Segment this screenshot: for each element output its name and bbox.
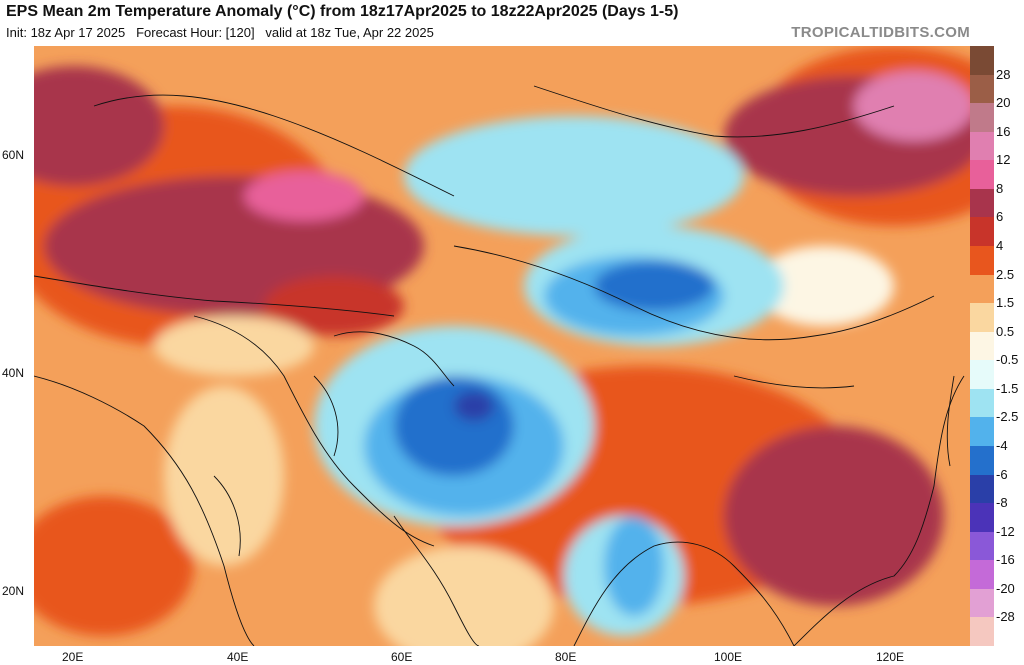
colorbar-swatch: [970, 617, 994, 647]
lon-label-80e: 80E: [555, 650, 577, 664]
colorbar-label: -20: [996, 580, 1015, 596]
colorbar-swatch: [970, 446, 994, 476]
colorbar-label: 2.5: [996, 266, 1015, 282]
colorbar-swatch: [970, 503, 994, 533]
colorbar-label: -8: [996, 495, 1008, 511]
colorbar-label: 12: [996, 152, 1011, 168]
colorbar-label: 20: [996, 95, 1011, 111]
colorbar-label: 6: [996, 209, 1004, 225]
colorbar-swatch: [970, 46, 994, 76]
lon-label-20e: 20E: [62, 650, 84, 664]
colorbar-swatch: [970, 74, 994, 104]
colorbar-swatch: [970, 246, 994, 276]
colorbar-label: -16: [996, 552, 1015, 568]
temperature-anomaly-map: [34, 46, 970, 646]
colorbar-label: 1.5: [996, 295, 1015, 311]
colorbar-swatch: [970, 388, 994, 418]
colorbar-label: 8: [996, 180, 1004, 196]
colorbar-swatch: [970, 274, 994, 304]
colorbar-label: -0.5: [996, 352, 1019, 368]
colorbar-label: 4: [996, 238, 1004, 253]
colorbar-swatch: [970, 360, 994, 390]
lat-label-60n: 60N: [2, 148, 25, 162]
lon-label-120e: 120E: [876, 650, 905, 664]
colorbar-swatch: [970, 303, 994, 333]
lat-label-40n: 40N: [2, 366, 25, 380]
lat-label-20n: 20N: [2, 584, 25, 598]
colorbar-label: -1.5: [996, 380, 1019, 396]
colorbar-label: 16: [996, 123, 1011, 139]
lon-label-60e: 60E: [391, 650, 413, 664]
colorbar-swatch: [970, 160, 994, 190]
colorbar-label: -2.5: [996, 409, 1019, 425]
colorbar-swatch: [970, 531, 994, 561]
colorbar-label: -6: [996, 466, 1008, 482]
colorbar-swatch: [970, 560, 994, 590]
colorbar-swatch: [970, 217, 994, 247]
colorbar-swatch: [970, 331, 994, 361]
colorbar-swatch: [970, 417, 994, 447]
lon-label-100e: 100E: [714, 650, 743, 664]
colorbar-swatch: [970, 588, 994, 618]
colorbar-label: 0.5: [996, 323, 1015, 339]
colorbar-swatch: [970, 188, 994, 218]
map-title: EPS Mean 2m Temperature Anomaly (°C) fro…: [6, 3, 679, 20]
colorbar-label: -28: [996, 609, 1015, 625]
lon-label-40e: 40E: [227, 650, 249, 664]
colorbar-swatch: [970, 131, 994, 161]
colorbar-swatch: [970, 474, 994, 504]
colorbar-label: 28: [996, 66, 1011, 82]
colorbar-swatch: [970, 103, 994, 133]
colorbar-label: -12: [996, 523, 1015, 539]
colorbar: [970, 46, 994, 647]
colorbar-label: -4: [996, 438, 1008, 453]
source-credit: TROPICALTIDBITS.COM: [791, 24, 970, 41]
map-subtitle: Init: 18z Apr 17 2025 Forecast Hour: [12…: [6, 25, 434, 40]
